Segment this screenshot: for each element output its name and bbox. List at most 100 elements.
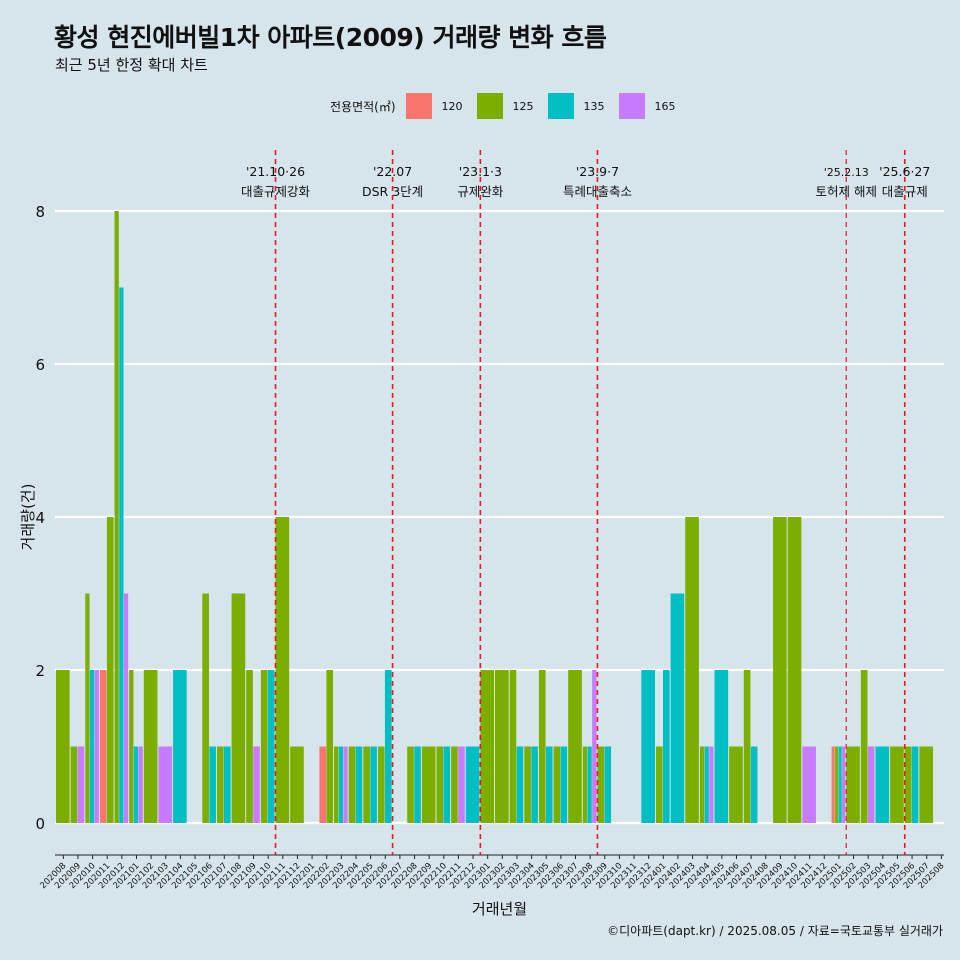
bar-202010-125 xyxy=(85,593,90,823)
bar-202103-165 xyxy=(158,746,173,823)
event-date-label-202301: '23.1·3 xyxy=(459,164,502,179)
bar-202101-165 xyxy=(138,746,143,823)
event-desc-label-202502: 토허제 해제 xyxy=(815,184,876,199)
bar-202501-120 xyxy=(831,746,835,823)
bar-202403-125 xyxy=(685,517,699,823)
bar-202401-125 xyxy=(655,746,663,823)
bar-202305-135 xyxy=(545,746,553,823)
y-tick-label-8: 8 xyxy=(35,203,45,221)
bar-202110-135 xyxy=(267,670,275,823)
bar-202305-125 xyxy=(538,670,546,823)
bar-202009-165 xyxy=(77,746,85,823)
bar-202012-125 xyxy=(114,211,119,823)
bar-202202-120 xyxy=(319,746,327,823)
legend: 전용면적(㎡) 120 125 135 165 xyxy=(330,92,690,120)
bar-202501-135 xyxy=(838,746,842,823)
bar-202011-125 xyxy=(106,517,114,823)
bar-202410-125 xyxy=(787,517,802,823)
bar-202404-135 xyxy=(704,746,709,823)
bar-202107-135 xyxy=(223,746,231,823)
bar-202212-135 xyxy=(465,746,480,823)
bar-202104-135 xyxy=(173,670,187,823)
event-date-label-202111: '21.10·26 xyxy=(246,164,305,179)
y-tick-label-6: 6 xyxy=(35,356,45,374)
bar-202404-165 xyxy=(709,746,714,823)
chart-subtitle: 최근 5년 한정 확대 차트 xyxy=(55,56,208,74)
bar-202407-125 xyxy=(743,670,751,823)
bar-202501-165 xyxy=(842,746,846,823)
bar-202302-125 xyxy=(495,670,509,823)
bar-202209-125 xyxy=(421,746,436,823)
bar-202306-135 xyxy=(560,746,568,823)
bar-202308-165 xyxy=(592,670,597,823)
bar-202506-135 xyxy=(911,746,919,823)
bar-202404-125 xyxy=(699,746,705,823)
legend-item-135: 135 xyxy=(547,93,609,119)
bar-202012-135 xyxy=(119,287,124,823)
bar-202504-135 xyxy=(875,746,890,823)
bar-202304-135 xyxy=(531,746,538,823)
bar-202411-165 xyxy=(802,746,816,823)
bar-202210-125 xyxy=(436,746,444,823)
bar-202111-125 xyxy=(275,517,290,823)
bar-202208-135 xyxy=(414,746,421,823)
bar-202308-135 xyxy=(587,746,592,823)
chart-title: 황성 현진에버빌1차 아파트(2009) 거래량 변화 흐름 xyxy=(54,23,607,52)
bar-202211-125 xyxy=(451,746,458,823)
legend-swatch-135 xyxy=(547,93,574,119)
y-tick-label-0: 0 xyxy=(35,815,45,833)
legend-title: 전용면적(㎡) xyxy=(330,99,396,114)
bar-202204-135 xyxy=(355,746,363,823)
bar-202505-125 xyxy=(890,746,904,823)
event-date-label-202309: '23.9·7 xyxy=(576,164,619,179)
bar-202203-125 xyxy=(334,746,339,823)
legend-swatch-165 xyxy=(618,93,645,119)
y-axis-title: 거래량(건) xyxy=(19,484,37,551)
bar-202012-165 xyxy=(123,593,129,823)
bar-202109-165 xyxy=(253,746,260,823)
legend-label-135: 135 xyxy=(583,99,605,113)
event-desc-label-202309: 특례대출축소 xyxy=(563,184,632,199)
legend-swatch-125 xyxy=(476,93,503,119)
bar-202202-125 xyxy=(326,670,334,823)
bar-202109-125 xyxy=(246,670,253,823)
bar-202303-135 xyxy=(516,746,524,823)
bar-202106-135 xyxy=(209,746,216,823)
bar-202107-125 xyxy=(216,746,224,823)
bar-202101-125 xyxy=(129,670,134,823)
bar-202009-125 xyxy=(70,746,78,823)
chart-caption: ©디아파트(dapt.kr) / 2025.08.05 / 자료=국토교통부 실… xyxy=(607,924,943,938)
bar-202203-165 xyxy=(343,746,348,823)
bar-202204-125 xyxy=(348,746,356,823)
legend-label-165: 165 xyxy=(654,99,676,113)
bar-202405-135 xyxy=(714,670,729,823)
bar-202203-135 xyxy=(338,746,343,823)
bar-202502-125 xyxy=(846,746,860,823)
bar-202206-125 xyxy=(377,746,385,823)
bar-202309-125 xyxy=(597,746,605,823)
legend-item-120: 120 xyxy=(405,93,467,119)
bar-202501-125 xyxy=(835,746,839,823)
event-date-label-202207: '22.07 xyxy=(373,164,412,179)
bar-202205-125 xyxy=(363,746,370,823)
bar-202106-125 xyxy=(202,593,209,823)
bar-202402-135 xyxy=(670,593,685,823)
bar-202208-125 xyxy=(407,746,414,823)
bar-202307-125 xyxy=(568,670,582,823)
bar-202211-165 xyxy=(458,746,465,823)
bar-202503-165 xyxy=(867,746,875,823)
y-tick-label-2: 2 xyxy=(35,662,45,680)
bar-202308-125 xyxy=(582,746,588,823)
bar-202112-125 xyxy=(290,746,304,823)
bar-202309-135 xyxy=(604,746,612,823)
event-desc-label-202506: 대출규제 xyxy=(882,184,928,199)
event-date-label-202502: '25.2.13 xyxy=(824,166,869,179)
event-date-label-202506: '25.6·27 xyxy=(879,164,930,179)
legend-swatch-120 xyxy=(405,93,432,119)
bar-202010-135 xyxy=(89,670,95,823)
bar-202102-125 xyxy=(143,670,158,823)
legend-item-165: 165 xyxy=(618,93,680,119)
bar-202011-120 xyxy=(99,670,107,823)
